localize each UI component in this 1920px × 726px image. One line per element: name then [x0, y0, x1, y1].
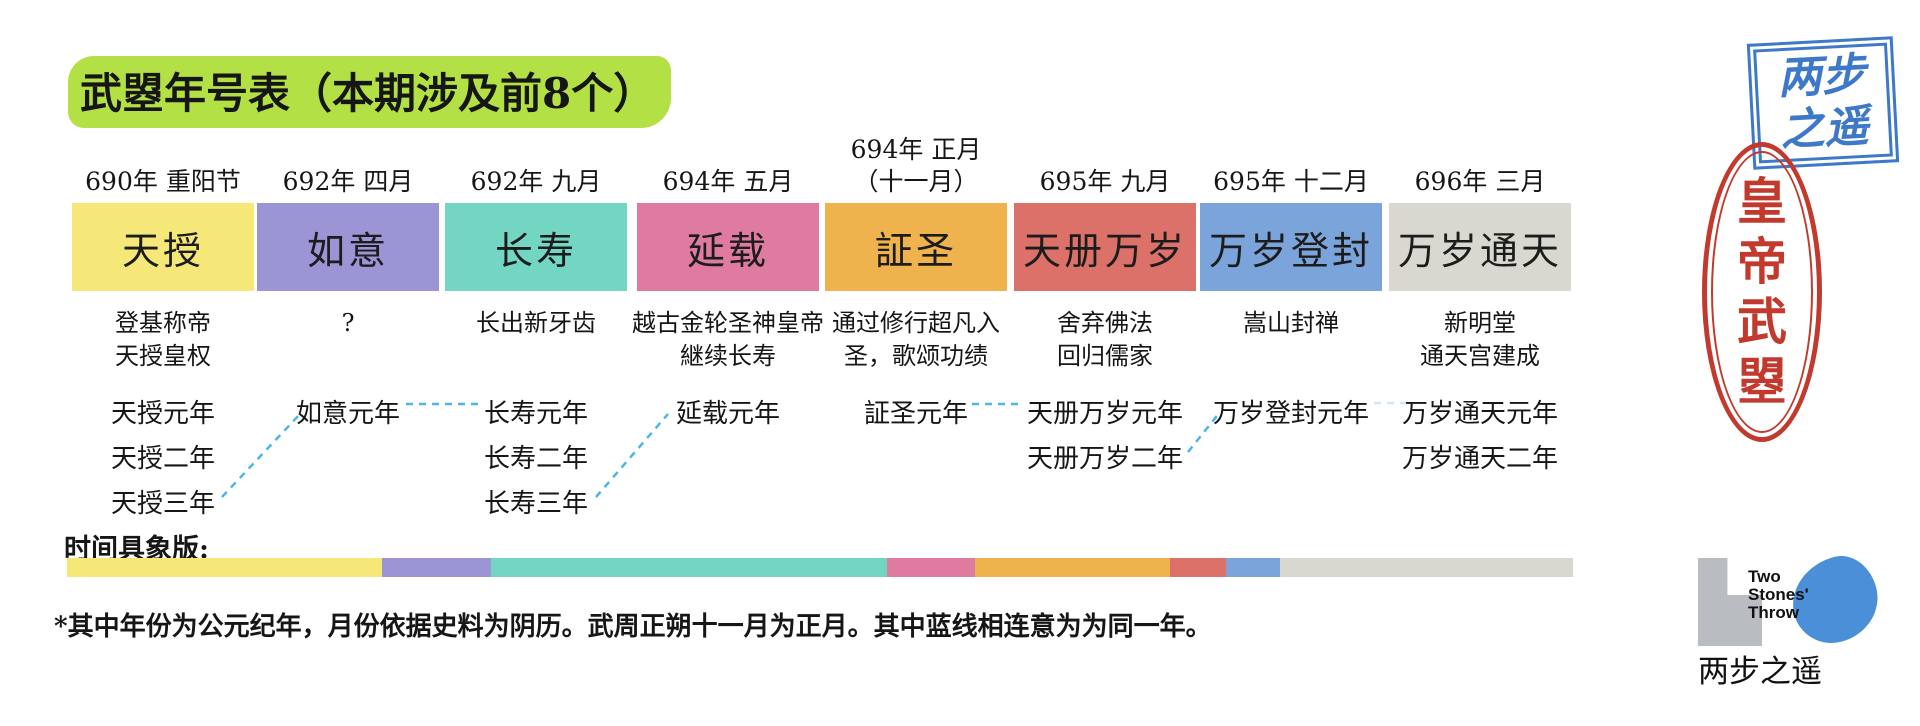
era-year-item: 万岁通天二年	[1401, 444, 1558, 474]
era-year-item: 天授二年	[110, 444, 215, 474]
era-description: 嵩山封禅	[1243, 309, 1339, 337]
era-name-box: 天授	[72, 203, 254, 291]
brand-logo: Two Stones' Throw 两步之遥	[1690, 548, 1900, 700]
column-date-label: 694年 五月	[662, 167, 794, 196]
column-date-label: 692年 九月	[470, 167, 602, 196]
era-year-item: 延载元年	[675, 399, 780, 429]
era-description: 通过修行超凡入 圣，歌颂功绩	[832, 309, 1000, 370]
era-column: 694年 正月 （十一月） 証圣通过修行超凡入 圣，歌颂功绩証圣元年	[806, 0, 1026, 540]
red-seal-text: 皇 帝 武 曌	[1707, 147, 1817, 437]
era-name-box: 延载	[637, 203, 819, 291]
era-year-list: 延载元年	[593, 393, 863, 438]
page-title: 武曌年号表（本期涉及前8个）	[68, 56, 672, 128]
era-column: 692年 四月如意? 如意元年	[238, 0, 458, 540]
era-year-list: 万岁登封元年	[1156, 393, 1426, 438]
era-year-list: 如意元年	[213, 393, 483, 438]
column-date-label: 694年 正月 （十一月）	[850, 135, 982, 196]
timeline-segment	[975, 558, 1170, 577]
era-year-list: 天授元年天授二年天授三年	[28, 393, 298, 528]
era-year-list: 长寿元年长寿二年长寿三年	[401, 393, 671, 528]
era-year-list: 万岁通天元年 万岁通天二年	[1345, 393, 1615, 483]
blue-seal-line: 两步	[1776, 48, 1867, 105]
era-name-box: 証圣	[825, 203, 1007, 291]
brand-name-en-line: Two	[1748, 567, 1781, 586]
era-description: 越古金轮圣神皇帝 継续长寿	[632, 309, 824, 370]
era-year-item: 万岁通天元年	[1401, 399, 1558, 429]
era-description: 长出新牙齿	[476, 309, 596, 337]
era-column: 696年 三月万岁通天新明堂 通天宫建成万岁通天元年 万岁通天二年	[1370, 0, 1590, 540]
era-name-box: 万岁通天	[1389, 203, 1571, 291]
column-date-label: 695年 九月	[1039, 167, 1171, 196]
era-column: 695年 十二月万岁登封嵩山封禅万岁登封元年	[1181, 0, 1401, 540]
era-description: 舍弃佛法 回归儒家	[1057, 309, 1153, 370]
footnote: *其中年份为公元纪年，月份依据史料为阴历。武周正朔十一月为正月。其中蓝线相连意为…	[54, 612, 1212, 642]
red-seal-char: 皇	[1737, 172, 1787, 231]
era-year-list: 証圣元年	[781, 393, 1051, 438]
red-seal-char: 帝	[1737, 232, 1787, 291]
era-year-item: 万岁登封元年	[1212, 399, 1369, 429]
era-column: 692年 九月长寿长出新牙齿长寿元年长寿二年长寿三年	[426, 0, 646, 540]
brand-name-zh: 两步之遥	[1698, 654, 1822, 689]
era-year-list: 天册万岁元年 天册万岁二年	[970, 393, 1240, 483]
timeline-segment	[67, 558, 382, 577]
era-year-item: 天授三年	[110, 489, 215, 519]
brand-name-en: Two Stones' Throw	[1748, 568, 1809, 622]
era-year-item: 天册万岁元年	[1026, 399, 1183, 429]
era-year-item: 天授元年	[110, 399, 215, 429]
era-year-item: 长寿三年	[483, 489, 588, 519]
column-date-label: 696年 三月	[1414, 167, 1546, 196]
era-year-item: 长寿元年	[483, 399, 588, 429]
era-year-item: 长寿二年	[483, 444, 588, 474]
timeline-segment	[887, 558, 975, 577]
red-seal-char: 武	[1737, 292, 1787, 351]
timeline-segment	[382, 558, 491, 577]
era-name-box: 天册万岁	[1014, 203, 1196, 291]
red-seal-char: 曌	[1737, 352, 1787, 411]
era-column: 695年 九月天册万岁舍弃佛法 回归儒家天册万岁元年 天册万岁二年	[995, 0, 1215, 540]
era-description: ?	[341, 309, 355, 337]
timeline-segment	[1280, 558, 1573, 577]
era-name-box: 长寿	[445, 203, 627, 291]
timeline-segment	[1170, 558, 1226, 577]
era-column: 690年 重阳节天授登基称帝 天授皇权天授元年天授二年天授三年	[53, 0, 273, 540]
timeline-bar	[67, 558, 1573, 577]
era-name-box: 万岁登封	[1200, 203, 1382, 291]
red-seal-stamp: 皇 帝 武 曌	[1702, 142, 1822, 442]
column-date-label: 695年 十二月	[1213, 167, 1369, 196]
timeline-segment	[491, 558, 887, 577]
era-year-item: 天册万岁二年	[1026, 444, 1183, 474]
era-column: 694年 五月延载越古金轮圣神皇帝 継续长寿延载元年	[618, 0, 838, 540]
timeline-segment	[1226, 558, 1280, 577]
era-description: 新明堂 通天宫建成	[1420, 309, 1540, 370]
era-columns: 690年 重阳节 天授 登基称帝 天授皇权 天授元年 天授二年 天授三年 692年 四月 如意?…	[53, 0, 1590, 540]
column-date-label: 692年 四月	[282, 167, 414, 196]
column-date-label: 690年 重阳节	[85, 167, 241, 196]
brand-name-en-line: Stones'	[1748, 585, 1809, 604]
era-year-item: 如意元年	[295, 399, 400, 429]
era-description: 登基称帝 天授皇权	[115, 309, 211, 370]
era-name-box: 如意	[257, 203, 439, 291]
era-year-item: 証圣元年	[863, 399, 968, 429]
brand-name-en-line: Throw	[1748, 603, 1799, 622]
